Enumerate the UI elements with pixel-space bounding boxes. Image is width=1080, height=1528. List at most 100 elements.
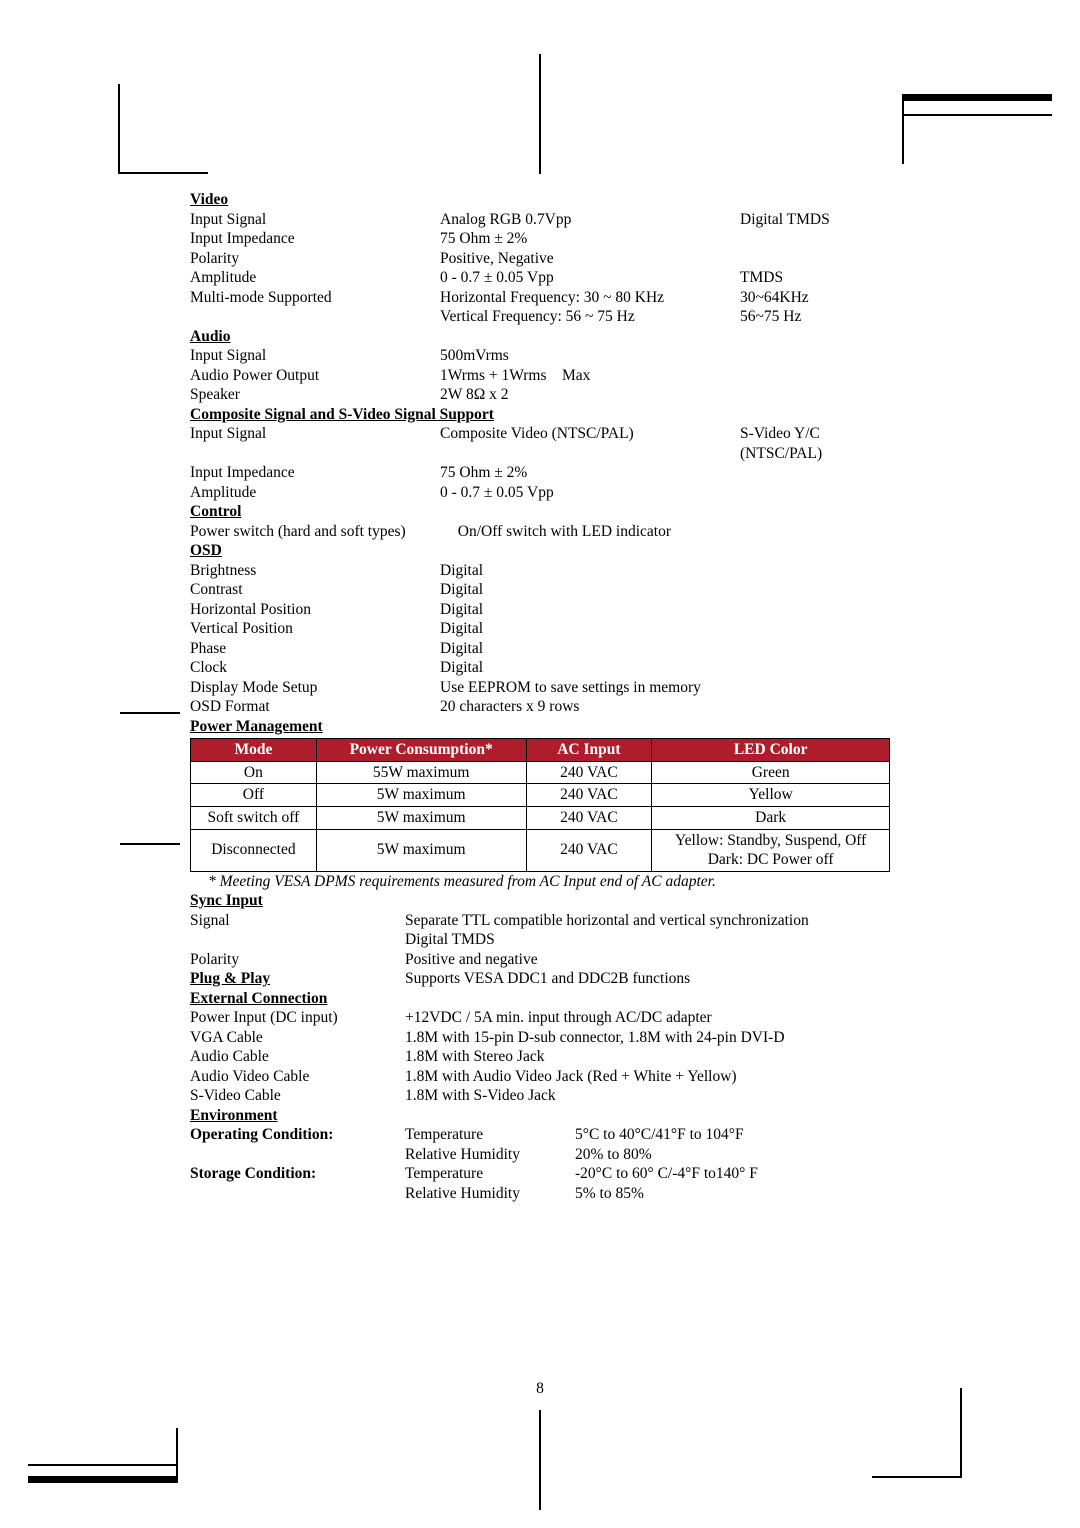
pm-cell: Off bbox=[191, 784, 317, 807]
env-mid: Temperature bbox=[405, 1164, 575, 1184]
spec-label: Vertical Position bbox=[190, 619, 440, 639]
spec-right: Digital TMDS bbox=[740, 210, 890, 230]
spec-mid: Digital bbox=[440, 600, 740, 620]
env-right: 5% to 85% bbox=[575, 1184, 890, 1204]
spec-label bbox=[190, 307, 440, 327]
audio-heading: Audio bbox=[190, 327, 890, 347]
spec-label: Input Signal bbox=[190, 346, 440, 366]
env-label bbox=[190, 1184, 405, 1204]
audio-rows: Input Signal500mVrmsAudio Power Output1W… bbox=[190, 346, 890, 405]
spec-row: Horizontal PositionDigital bbox=[190, 600, 890, 620]
pm-cell: Soft switch off bbox=[191, 806, 317, 829]
env-row: Relative Humidity20% to 80% bbox=[190, 1145, 890, 1165]
spec-mid: Separate TTL compatible horizontal and v… bbox=[405, 911, 890, 950]
spec-label: Horizontal Position bbox=[190, 600, 440, 620]
pm-cell: 5W maximum bbox=[316, 806, 526, 829]
pm-row: Disconnected5W maximum240 VACYellow: Sta… bbox=[191, 829, 890, 871]
spec-mid: Analog RGB 0.7Vpp bbox=[440, 210, 740, 230]
spec-label: Input Impedance bbox=[190, 229, 440, 249]
spec-mid: Digital bbox=[440, 561, 740, 581]
spec-label: Audio Video Cable bbox=[190, 1067, 405, 1087]
spec-mid: 0 - 0.7 ± 0.05 Vpp bbox=[440, 483, 740, 503]
page-content: Video Input SignalAnalog RGB 0.7VppDigit… bbox=[190, 190, 890, 1203]
spec-label: Contrast bbox=[190, 580, 440, 600]
pm-cell: 5W maximum bbox=[316, 829, 526, 871]
spec-label: Polarity bbox=[190, 950, 405, 970]
pm-cell: 5W maximum bbox=[316, 784, 526, 807]
power-management-table: ModePower Consumption*AC InputLED Color … bbox=[190, 738, 890, 871]
pm-footnote: * Meeting VESA DPMS requirements measure… bbox=[208, 872, 890, 892]
pm-cell: Yellow bbox=[652, 784, 890, 807]
env-mid: Relative Humidity bbox=[405, 1184, 575, 1204]
pm-cell: 240 VAC bbox=[526, 829, 652, 871]
spec-row: Input Signal500mVrms bbox=[190, 346, 890, 366]
env-heading: Environment bbox=[190, 1106, 890, 1126]
ext-rows: Power Input (DC input)+12VDC / 5A min. i… bbox=[190, 1008, 890, 1106]
spec-mid: 1Wrms + 1Wrms Max bbox=[440, 366, 740, 386]
spec-mid: 1.8M with Stereo Jack bbox=[405, 1047, 890, 1067]
spec-mid: On/Off switch with LED indicator bbox=[450, 522, 890, 542]
spec-row: Audio Power Output1Wrms + 1Wrms Max bbox=[190, 366, 890, 386]
sync-rows: SignalSeparate TTL compatible horizontal… bbox=[190, 911, 890, 970]
spec-label: Input Signal bbox=[190, 210, 440, 230]
spec-row: PolarityPositive, Negative bbox=[190, 249, 890, 269]
spec-mid: 75 Ohm ± 2% bbox=[440, 463, 740, 483]
spec-label: Input Signal bbox=[190, 424, 440, 463]
env-label: Storage Condition: bbox=[190, 1164, 405, 1184]
spec-row: BrightnessDigital bbox=[190, 561, 890, 581]
spec-mid: 75 Ohm ± 2% bbox=[440, 229, 740, 249]
env-right: 20% to 80% bbox=[575, 1145, 890, 1165]
spec-label: Signal bbox=[190, 911, 405, 950]
env-row: Operating Condition:Temperature5°C to 40… bbox=[190, 1125, 890, 1145]
pm-cell: Yellow: Standby, Suspend, Off Dark: DC P… bbox=[652, 829, 890, 871]
spec-row: Multi-mode SupportedHorizontal Frequency… bbox=[190, 288, 890, 308]
spec-row: Power switch (hard and soft types) On/Of… bbox=[190, 522, 890, 542]
control-heading: Control bbox=[190, 502, 890, 522]
pm-heading: Power Management bbox=[190, 717, 890, 737]
decorative-line-2 bbox=[120, 843, 180, 845]
spec-mid: 20 characters x 9 rows bbox=[440, 697, 740, 717]
spec-label: Display Mode Setup bbox=[190, 678, 440, 698]
pm-header-cell: Power Consumption* bbox=[316, 739, 526, 762]
spec-row: Audio Video Cable1.8M with Audio Video J… bbox=[190, 1067, 890, 1087]
spec-row: Input SignalAnalog RGB 0.7VppDigital TMD… bbox=[190, 210, 890, 230]
spec-mid: Composite Video (NTSC/PAL) bbox=[440, 424, 740, 463]
spec-mid: Use EEPROM to save settings in memory bbox=[440, 678, 740, 698]
spec-row: Vertical PositionDigital bbox=[190, 619, 890, 639]
spec-right: 56~75 Hz bbox=[740, 307, 890, 327]
spec-mid: Digital bbox=[440, 580, 740, 600]
pm-header-cell: AC Input bbox=[526, 739, 652, 762]
spec-row: Display Mode SetupUse EEPROM to save set… bbox=[190, 678, 890, 698]
pm-cell: On bbox=[191, 761, 317, 784]
env-rows: Operating Condition:Temperature5°C to 40… bbox=[190, 1125, 890, 1203]
spec-mid: Digital bbox=[440, 639, 740, 659]
spec-label: Input Impedance bbox=[190, 463, 440, 483]
spec-label: Amplitude bbox=[190, 483, 440, 503]
env-row: Relative Humidity5% to 85% bbox=[190, 1184, 890, 1204]
spec-row: Input Impedance75 Ohm ± 2% bbox=[190, 463, 890, 483]
spec-label: Speaker bbox=[190, 385, 440, 405]
pm-cell: 55W maximum bbox=[316, 761, 526, 784]
spec-label: Amplitude bbox=[190, 268, 440, 288]
pm-row: On55W maximum240 VACGreen bbox=[191, 761, 890, 784]
spec-mid: +12VDC / 5A min. input through AC/DC ada… bbox=[405, 1008, 890, 1028]
ext-heading: External Connection bbox=[190, 989, 890, 1009]
spec-label: S-Video Cable bbox=[190, 1086, 405, 1106]
spec-mid: 1.8M with Audio Video Jack (Red + White … bbox=[405, 1067, 890, 1087]
spec-label: OSD Format bbox=[190, 697, 440, 717]
spec-row: ClockDigital bbox=[190, 658, 890, 678]
spec-mid: Horizontal Frequency: 30 ~ 80 KHz bbox=[440, 288, 740, 308]
pm-cell: Dark bbox=[652, 806, 890, 829]
spec-label: Brightness bbox=[190, 561, 440, 581]
spec-row: Input Impedance75 Ohm ± 2% bbox=[190, 229, 890, 249]
spec-label: Multi-mode Supported bbox=[190, 288, 440, 308]
pm-header-cell: Mode bbox=[191, 739, 317, 762]
composite-heading: Composite Signal and S-Video Signal Supp… bbox=[190, 405, 890, 425]
pm-cell: 240 VAC bbox=[526, 761, 652, 784]
spec-label: Power switch (hard and soft types) bbox=[190, 522, 450, 542]
spec-label: Audio Power Output bbox=[190, 366, 440, 386]
spec-mid: Positive and negative bbox=[405, 950, 890, 970]
spec-mid: 1.8M with S-Video Jack bbox=[405, 1086, 890, 1106]
crop-mark-bottom-right bbox=[942, 1388, 1052, 1498]
registration-tick-top bbox=[539, 54, 541, 174]
